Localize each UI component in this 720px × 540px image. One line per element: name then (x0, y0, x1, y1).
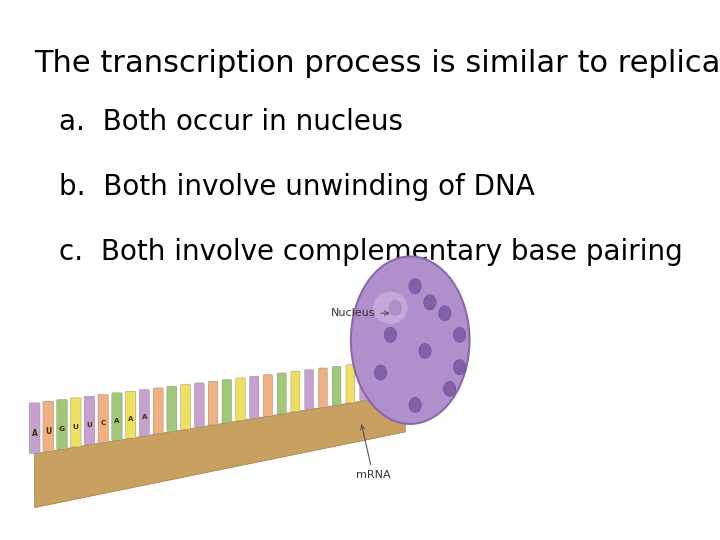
FancyBboxPatch shape (125, 391, 136, 438)
FancyBboxPatch shape (291, 372, 300, 412)
Text: mRNA: mRNA (356, 425, 390, 480)
FancyBboxPatch shape (140, 389, 150, 436)
FancyBboxPatch shape (374, 361, 382, 399)
FancyBboxPatch shape (84, 396, 95, 445)
FancyBboxPatch shape (71, 398, 81, 447)
FancyBboxPatch shape (194, 383, 204, 427)
Text: A: A (128, 416, 133, 422)
FancyBboxPatch shape (264, 375, 273, 416)
Text: A: A (114, 418, 120, 424)
FancyBboxPatch shape (250, 376, 259, 419)
Text: A: A (32, 429, 37, 437)
FancyBboxPatch shape (222, 380, 232, 423)
Text: C: C (101, 420, 106, 426)
FancyBboxPatch shape (43, 401, 54, 451)
Ellipse shape (444, 381, 456, 396)
Text: U: U (86, 422, 92, 428)
Text: b.  Both involve unwinding of DNA: b. Both involve unwinding of DNA (59, 173, 535, 201)
FancyBboxPatch shape (208, 381, 218, 425)
Ellipse shape (419, 343, 431, 359)
Text: U: U (73, 424, 78, 430)
FancyBboxPatch shape (401, 358, 410, 394)
Text: U: U (45, 427, 51, 436)
Ellipse shape (409, 397, 421, 413)
FancyBboxPatch shape (277, 373, 287, 414)
FancyBboxPatch shape (332, 366, 341, 405)
FancyBboxPatch shape (318, 368, 328, 407)
Ellipse shape (390, 300, 402, 315)
FancyBboxPatch shape (112, 393, 122, 441)
FancyBboxPatch shape (29, 403, 40, 454)
Text: G: G (59, 426, 65, 432)
Ellipse shape (374, 365, 387, 380)
FancyBboxPatch shape (98, 395, 109, 443)
Ellipse shape (351, 256, 469, 424)
Polygon shape (35, 394, 405, 508)
FancyBboxPatch shape (153, 388, 163, 434)
FancyBboxPatch shape (181, 384, 191, 429)
FancyBboxPatch shape (57, 400, 68, 449)
FancyBboxPatch shape (360, 363, 369, 401)
Text: c.  Both involve complementary base pairing: c. Both involve complementary base pairi… (59, 238, 683, 266)
Text: Nucleus: Nucleus (331, 308, 389, 318)
Ellipse shape (454, 360, 466, 375)
FancyBboxPatch shape (236, 378, 246, 421)
Ellipse shape (454, 327, 466, 342)
Ellipse shape (409, 279, 421, 294)
Ellipse shape (424, 295, 436, 310)
FancyBboxPatch shape (305, 370, 314, 410)
FancyBboxPatch shape (387, 360, 396, 396)
Ellipse shape (384, 327, 397, 342)
FancyBboxPatch shape (167, 386, 177, 431)
Ellipse shape (373, 292, 408, 324)
FancyBboxPatch shape (346, 364, 355, 403)
Text: The transcription process is similar to replication: The transcription process is similar to … (35, 49, 720, 78)
Ellipse shape (438, 306, 451, 321)
Text: a.  Both occur in nucleus: a. Both occur in nucleus (59, 108, 403, 136)
Text: A: A (142, 414, 147, 420)
